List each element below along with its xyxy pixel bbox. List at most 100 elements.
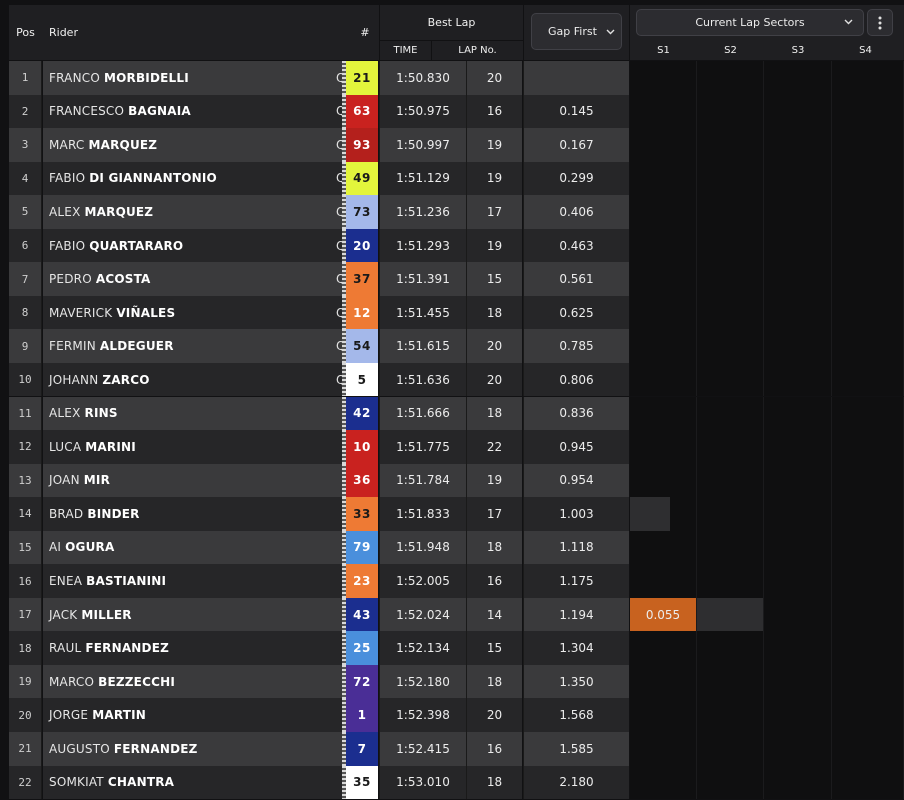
lap-number-cell: 20 — [466, 698, 522, 732]
position-cell: 21 — [9, 732, 42, 766]
rider-number-badge: 43 — [346, 597, 378, 632]
best-lap-time-cell: 1:50.975 — [379, 94, 466, 129]
sector-cell-s1 — [630, 128, 697, 162]
sectors-select-label: Current Lap Sectors — [695, 16, 805, 29]
sector-cell-s2 — [697, 61, 764, 95]
best-lap-time-cell: 1:50.830 — [379, 61, 466, 95]
rider-first-name: ALEX — [49, 406, 81, 421]
lap-number-cell: 17 — [466, 497, 522, 531]
sector-cell-s1 — [630, 329, 697, 363]
sector-cell-s1 — [630, 430, 697, 464]
table-row[interactable]: 20 JORGE MARTIN 1 1:52.398 20 1.568 — [0, 698, 904, 732]
sector-cell-s3 — [764, 128, 832, 162]
rider-number-badge: 25 — [346, 631, 378, 665]
chevron-down-icon — [606, 29, 615, 35]
sectors-select[interactable]: Current Lap Sectors — [636, 9, 864, 36]
best-lap-time-cell: 1:52.415 — [379, 732, 466, 766]
position-cell: 2 — [9, 94, 42, 129]
sector-cell-s4 — [832, 564, 904, 598]
sector-cell-s2 — [697, 362, 764, 397]
time-column-header: TIME — [393, 45, 418, 56]
rider-first-name: PEDRO — [49, 272, 92, 287]
sector-cell-s1 — [630, 631, 697, 665]
table-row[interactable]: 11 ALEX RINS 42 1:51.666 18 0.836 — [0, 396, 904, 430]
rider-last-name: ZARCO — [102, 372, 150, 387]
rider-last-name: BINDER — [87, 506, 140, 521]
table-row[interactable]: 13 JOAN MIR 36 1:51.784 19 0.954 — [0, 463, 904, 498]
gap-first-label: Gap First — [548, 25, 597, 38]
rider-first-name: LUCA — [49, 439, 82, 454]
best-lap-time-cell: 1:51.615 — [379, 329, 466, 363]
number-stripe — [342, 463, 346, 498]
rider-cell: MAVERICKVIÑALESQ2 — [43, 295, 353, 330]
table-row[interactable]: 15 AI OGURA 79 1:51.948 18 1.118 — [0, 530, 904, 565]
more-options-button[interactable] — [867, 9, 893, 36]
sector-cell-s2 — [697, 530, 764, 565]
sector-header-s2: S2 — [724, 45, 737, 56]
lap-number-cell: 17 — [466, 195, 522, 229]
sector-cell-s4 — [832, 597, 904, 632]
lap-no-column-header: LAP No. — [458, 45, 497, 56]
gap-first-cell: 0.945 — [523, 430, 629, 464]
number-stripe — [342, 497, 346, 531]
table-row[interactable]: 21 AUGUSTO FERNANDEZ 7 1:52.415 16 1.585 — [0, 732, 904, 766]
rider-number-badge: 73 — [346, 195, 378, 229]
sector-header-s4: S4 — [859, 45, 872, 56]
rider-first-name: MARCO — [49, 674, 95, 689]
rider-last-name: MORBIDELLI — [103, 70, 189, 85]
rider-number-badge: 12 — [346, 295, 378, 330]
number-stripe — [342, 664, 346, 699]
lap-number-cell: 16 — [466, 564, 522, 598]
rider-last-name: QUARTARARO — [89, 238, 184, 253]
table-row[interactable]: 17 JACK MILLER 43 1:52.024 14 1.194 0.055 — [0, 597, 904, 632]
number-stripe — [342, 228, 346, 263]
table-row[interactable]: 16 ENEA BASTIANINI 23 1:52.005 16 1.175 — [0, 564, 904, 598]
gap-first-cell: 1.118 — [523, 530, 629, 565]
number-stripe — [342, 530, 346, 565]
best-lap-header: Best Lap — [427, 16, 476, 29]
position-cell: 3 — [9, 128, 42, 162]
number-stripe — [342, 732, 346, 766]
sector-cell-s3 — [764, 295, 832, 330]
rider-number-badge: 42 — [346, 396, 378, 430]
sector-header-s1: S1 — [657, 45, 670, 56]
rider-number-badge: 63 — [346, 94, 378, 129]
sector-cell-s2 — [697, 228, 764, 263]
sector-cell-s2 — [697, 295, 764, 330]
rider-cell: ALEX RINS — [43, 396, 342, 430]
rider-first-name: ALEX — [49, 204, 81, 219]
sector-cell-s2 — [697, 396, 764, 430]
number-stripe — [342, 262, 346, 296]
gap-first-dropdown[interactable]: Gap First — [531, 13, 622, 50]
sector-cell-s3 — [764, 430, 832, 464]
table-row[interactable]: 19 MARCO BEZZECCHI 72 1:52.180 18 1.350 — [0, 664, 904, 699]
rider-first-name: JORGE — [49, 708, 89, 723]
sector-cell-s3 — [764, 698, 832, 732]
rider-first-name: MAVERICK — [49, 305, 113, 320]
gap-first-cell — [523, 61, 629, 95]
gap-first-cell: 1.568 — [523, 698, 629, 732]
rider-first-name: JOAN — [49, 473, 80, 488]
sector-cell-s2 — [697, 597, 764, 632]
table-row[interactable]: 14 BRAD BINDER 33 1:51.833 17 1.003 — [0, 497, 904, 531]
sector-cell-s2 — [697, 262, 764, 296]
table-row[interactable]: 22 SOMKIAT CHANTRA 35 1:53.010 18 2.180 — [0, 765, 904, 800]
best-lap-time-cell: 1:51.833 — [379, 497, 466, 531]
sector-cell-s3 — [764, 362, 832, 397]
rider-column-header: Rider — [49, 26, 78, 39]
rider-cell: ENEA BASTIANINI — [43, 564, 342, 598]
table-row[interactable]: 18 RAUL FERNANDEZ 25 1:52.134 15 1.304 — [0, 631, 904, 665]
position-cell: 5 — [9, 195, 42, 229]
rider-cell: SOMKIAT CHANTRA — [43, 765, 342, 800]
table-row[interactable]: 12 LUCA MARINI 10 1:51.775 22 0.945 — [0, 430, 904, 464]
